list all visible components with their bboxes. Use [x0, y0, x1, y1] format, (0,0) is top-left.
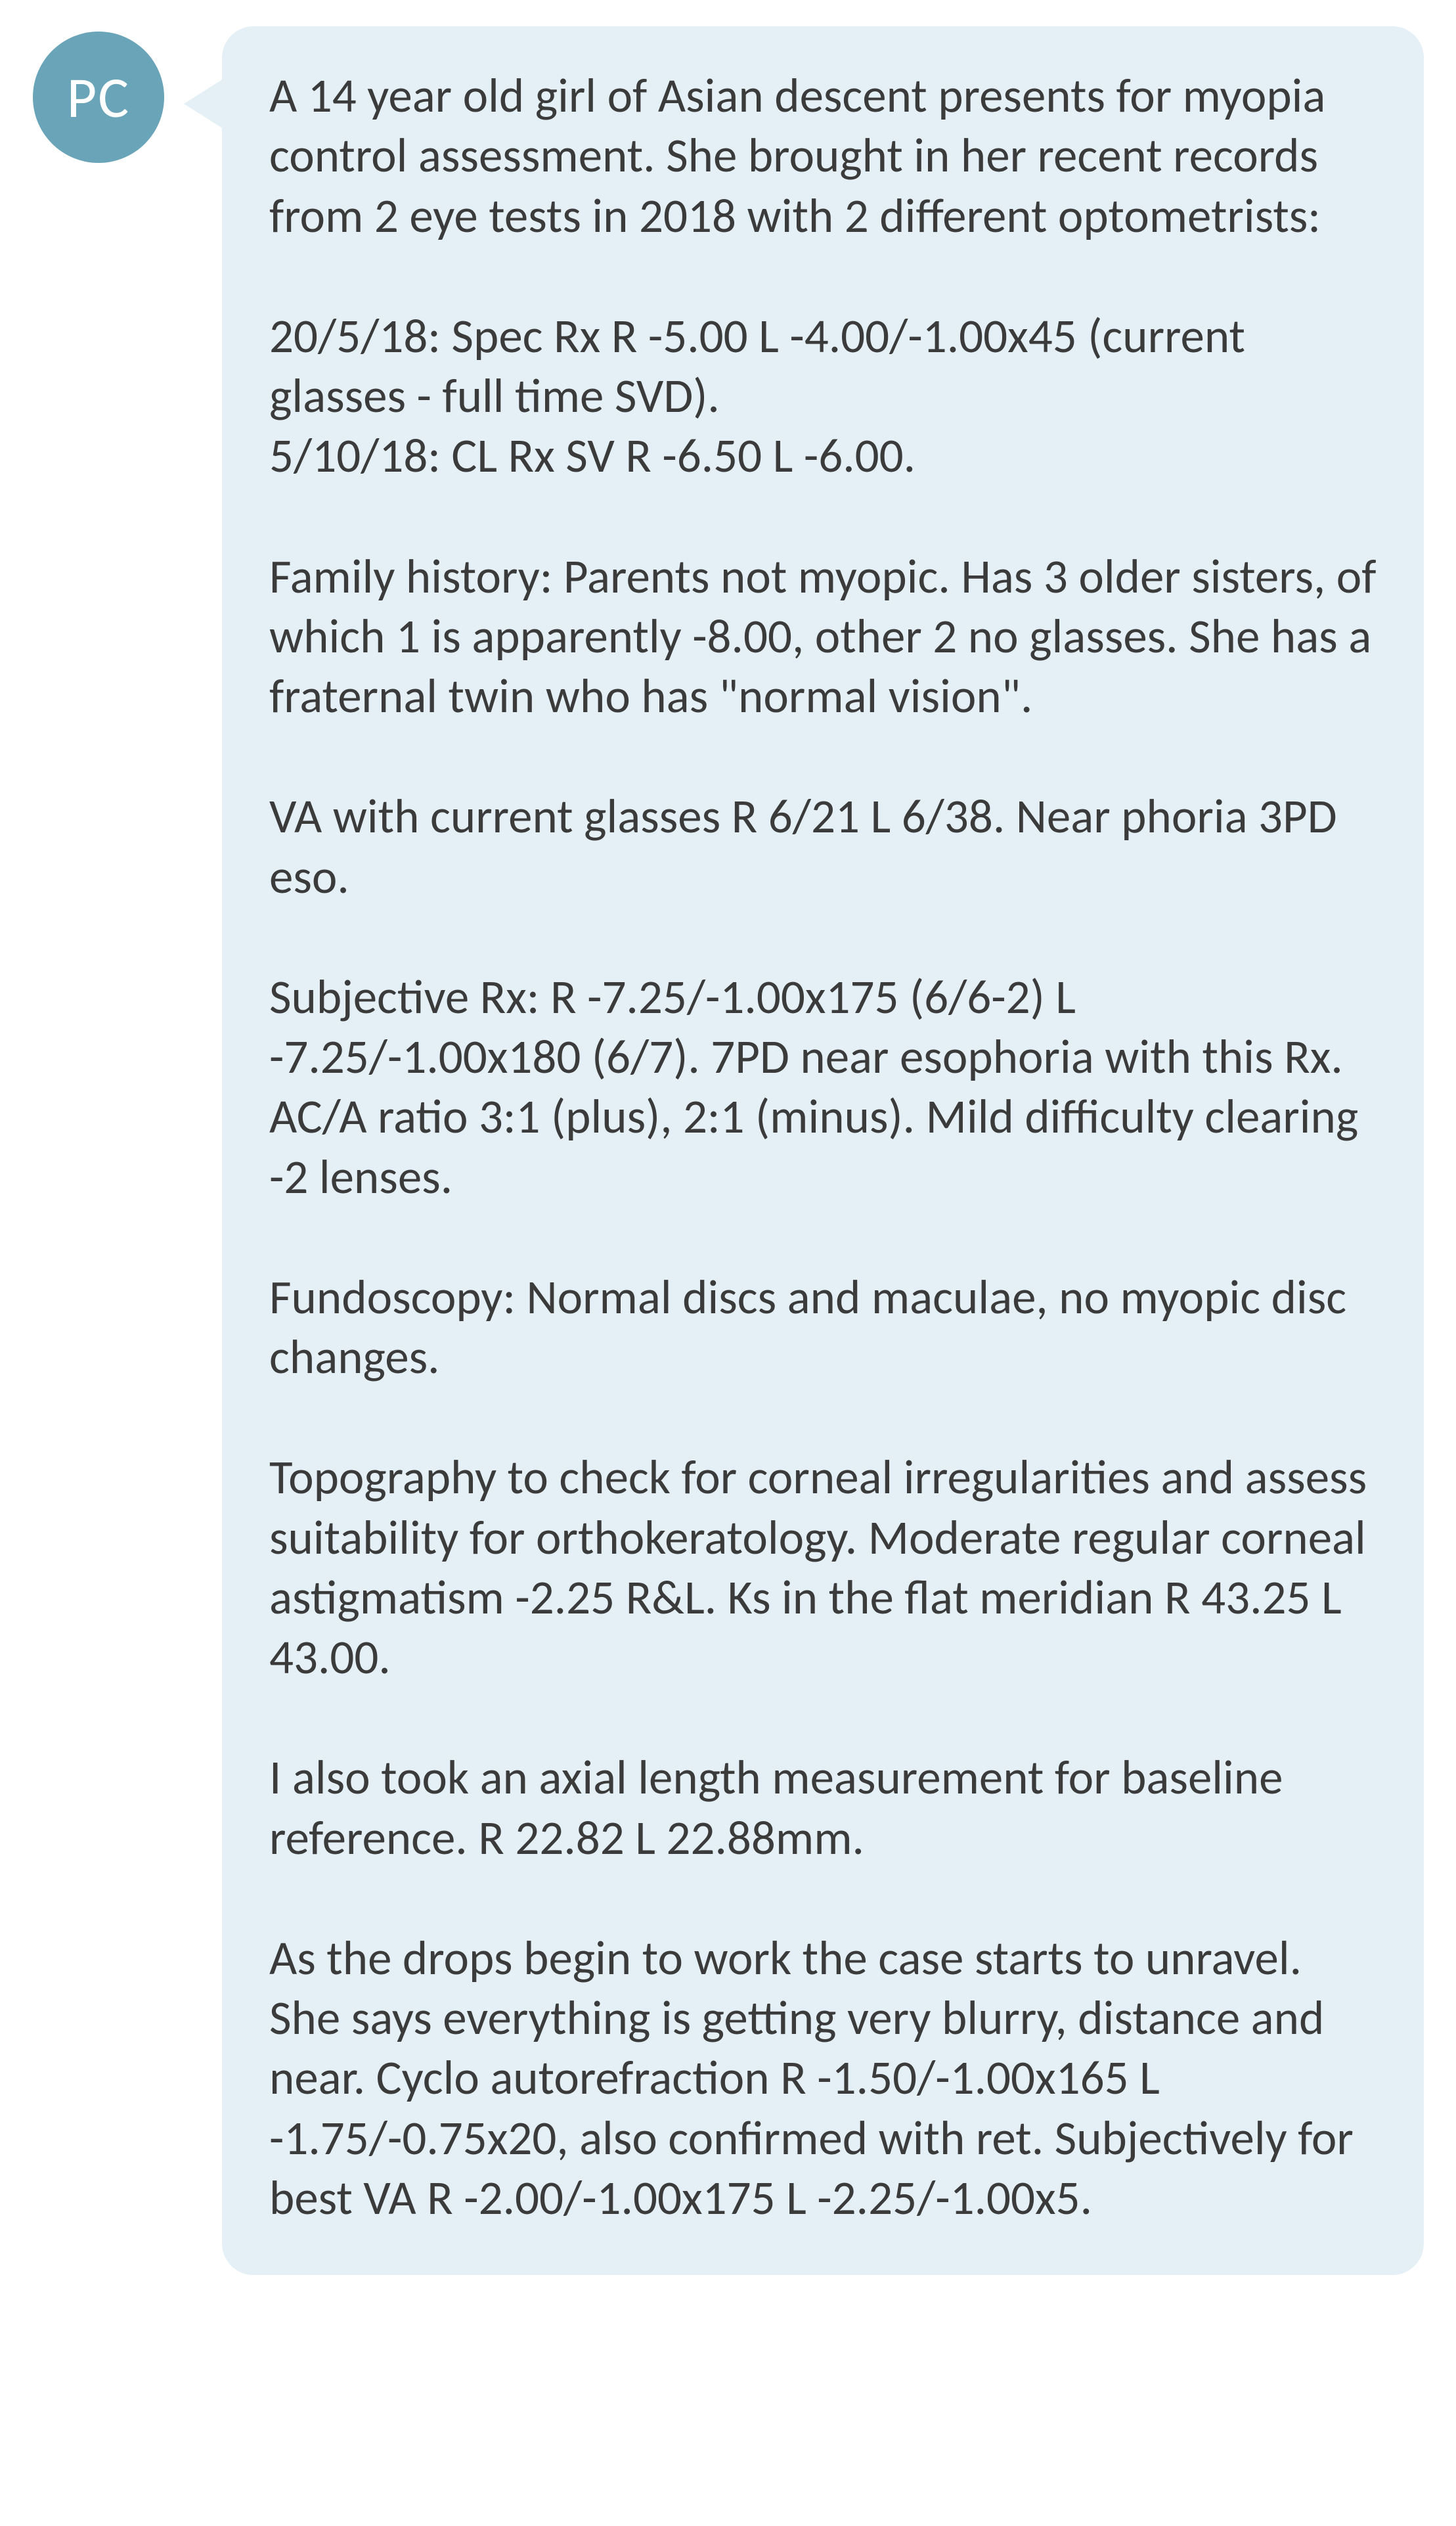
message-paragraph: VA with current glasses R 6/21 L 6/38. N… [269, 786, 1377, 907]
message-bubble: A 14 year old girl of Asian descent pres… [222, 26, 1424, 2275]
message-paragraph: 20/5/18: Spec Rx R -5.00 L -4.00/-1.00x4… [269, 306, 1377, 486]
message-paragraph: A 14 year old girl of Asian descent pres… [269, 66, 1377, 246]
message-paragraph: Family history: Parents not myopic. Has … [269, 547, 1377, 727]
bubble-tail [184, 79, 223, 129]
chat-message-row: PC A 14 year old girl of Asian descent p… [0, 0, 1456, 2526]
avatar[interactable]: PC [33, 32, 164, 163]
message-paragraph: Topography to check for corneal irregula… [269, 1447, 1377, 1687]
message-paragraph: I also took an axial length measurement … [269, 1748, 1377, 1868]
message-paragraph: As the drops begin to work the case star… [269, 1928, 1377, 2228]
avatar-initials: PC [67, 62, 130, 133]
message-paragraph: Fundoscopy: Normal discs and maculae, no… [269, 1267, 1377, 1387]
message-paragraph: Subjective Rx: R -7.25/-1.00x175 (6/6-2)… [269, 967, 1377, 1207]
